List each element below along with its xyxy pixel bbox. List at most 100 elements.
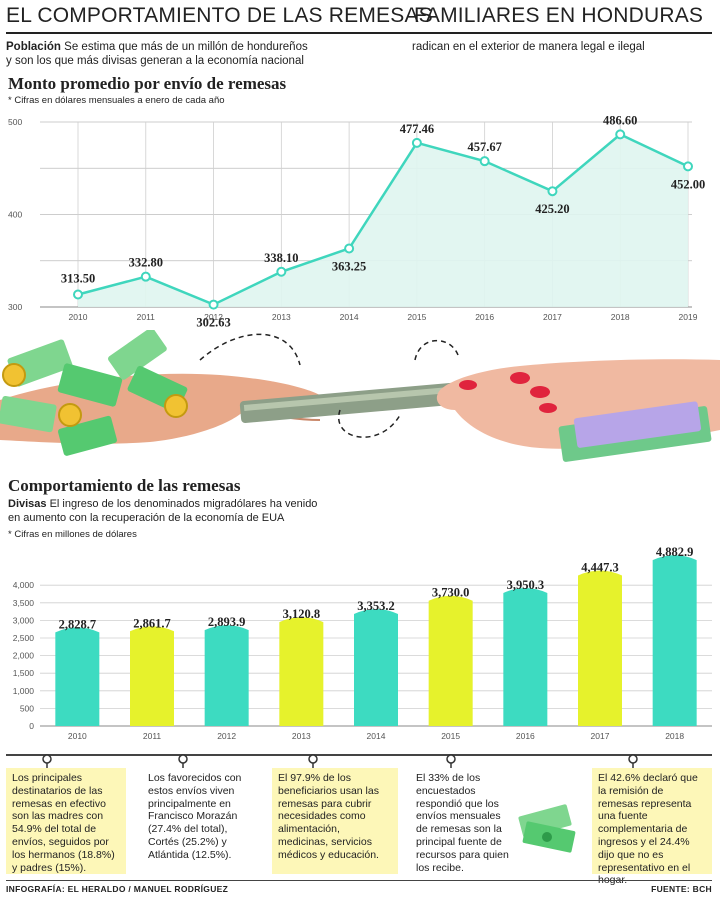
line-x-tick-2014: 2014 [340,312,359,322]
line-point-2013 [276,266,287,277]
bar-y-tick: 0 [29,721,34,731]
coin-2 [58,403,82,427]
location-pin-icon [446,754,456,768]
bar-2016 [503,587,548,726]
line-point-2016 [479,156,490,167]
line-value-label-2018: 486.60 [603,113,637,127]
bar-value-label-2010: 2,828.7 [59,617,97,631]
bar-x-tick-2018: 2018 [665,731,684,741]
coin-3 [164,394,188,418]
header-title-left: EL COMPORTAMIENTO DE LAS REMESAS [6,4,433,27]
bar-chart-line1: El ingreso de los denominados migradólar… [49,498,318,510]
bar-x-tick-2013: 2013 [292,731,311,741]
bar-x-tick-2011: 2011 [143,731,162,741]
line-chart: 313.50 332.80 302.63 338.10 363.25 477.46 457.… [8,113,705,328]
line-chart-line [77,132,689,306]
line-chart-y-ticks: 500 400 300 [8,117,22,312]
line-point-2011 [140,271,151,282]
location-pin-icon [42,754,52,768]
bar-2011 [130,626,174,726]
bar-y-tick: 3,000 [13,615,35,625]
fact-card: Los principales destinatarios de las rem… [6,768,126,874]
bar-y-tick: 1,000 [13,686,35,696]
line-x-tick-2010: 2010 [69,312,88,322]
bar-chart-title: Comportamiento de las remesas [8,476,241,495]
bar-2010 [55,627,100,726]
bar-2017 [578,570,622,726]
line-area-fill [78,134,688,307]
line-value-label-2016: 457.67 [467,140,501,154]
nail-2 [510,372,530,384]
line-value-label-2011: 332.80 [129,256,163,270]
line-y-tick: 400 [8,210,22,220]
line-x-tick-2016: 2016 [475,312,494,322]
bar-value-label-2013: 3,120.8 [283,607,321,621]
bill-float-5 [0,395,57,433]
line-x-tick-2017: 2017 [543,312,562,322]
line-value-label-2014: 363.25 [332,259,366,273]
line-value-label-2013: 338.10 [264,251,298,265]
bar-value-label-2014: 3,353.2 [357,599,395,613]
line-chart-title: Monto promedio por envío de remesas [8,74,287,93]
line-point-2018 [615,129,626,140]
intro-line1: Se estima que más de un millón de hondur… [64,41,308,53]
bar-chart-line2: en aumento con la recuperación de la eco… [8,512,285,524]
line-x-tick-2019: 2019 [679,312,698,322]
line-point-2010 [73,289,83,300]
intro-label: Población [6,41,61,53]
motion-line-2 [337,409,401,438]
fact-card: El 33% de los encuestados respondió que … [416,772,509,874]
bar-2013 [279,617,324,726]
bar-value-label-2015: 3,730.0 [432,586,470,600]
bill-top [573,401,702,448]
line-value-label-2017: 425.20 [535,202,569,216]
bar-y-tick: 2,000 [13,651,35,661]
fact-card: El 42.6% declaró que la remisión de reme… [592,768,712,886]
line-x-tick-2013: 2013 [272,312,291,322]
motion-line-3 [414,339,459,361]
line-value-label-2012: 302.63 [196,316,230,328]
line-point-2019 [683,161,693,172]
bar-2018 [652,555,697,726]
bar-chart: 2,828.7 2,861.7 2,893.9 3,120.8 3,353.2 3,730… [13,545,712,741]
bar-value-label-2018: 4,882.9 [656,545,694,559]
bar-chart-value-labels: 2,828.7 2,861.7 2,893.9 3,120.8 3,353.2 3,730… [59,545,694,631]
hands-money-illustration [0,330,720,462]
bar-x-tick-2012: 2012 [217,731,236,741]
line-chart-area [78,134,688,307]
footer-rule [6,880,712,881]
bar-y-tick: 3,500 [13,598,35,608]
bar-x-tick-2016: 2016 [516,731,535,741]
bill-float-2 [57,363,123,407]
nail-1 [459,380,477,390]
bar-y-tick: 2,500 [13,633,35,643]
bar-2012 [204,625,249,726]
nail-4 [539,403,557,413]
bar-value-label-2016: 3,950.3 [507,578,545,592]
line-y-tick: 500 [8,117,22,127]
bar-2014 [354,608,398,726]
bar-chart-subtitle: Divisas El ingreso de los denominados mi… [8,497,317,525]
line-chart-value-labels: 313.50 332.80 302.63 338.10 363.25 477.46 457.… [61,113,705,328]
location-pin-icon [178,754,188,768]
line-value-label-2010: 313.50 [61,272,95,286]
facts-rule [6,754,712,756]
footer-credit: INFOGRAFÍA: EL HERALDO / MANUEL RODRÍGUE… [6,884,229,894]
line-x-tick-2012: 2012 [204,312,223,322]
line-point-2015 [411,137,422,148]
bar-x-tick-2014: 2014 [367,731,386,741]
bar-x-tick-2010: 2010 [68,731,87,741]
motion-line-1 [199,333,301,366]
bar-value-label-2017: 4,447.3 [581,560,619,574]
header-rule [6,32,712,34]
bar-chart-y-ticks: 4,000 3,500 3,000 2,500 2,000 1,500 1,000 500 0 [13,580,35,731]
fact-card: Los favorecidos con estos envíos viven p… [148,772,242,861]
footer-source: FUENTE: BCH [651,884,712,894]
bar-y-tick: 1,500 [13,668,35,678]
line-value-label-2019: 452.00 [671,177,705,191]
bar-chart-label: Divisas [8,498,47,510]
money-stack-icon [518,804,576,853]
line-x-tick-2015: 2015 [407,312,426,322]
bar-y-tick: 4,000 [13,580,35,590]
bar-chart-note: * Cifras en millones de dólares [8,529,137,540]
